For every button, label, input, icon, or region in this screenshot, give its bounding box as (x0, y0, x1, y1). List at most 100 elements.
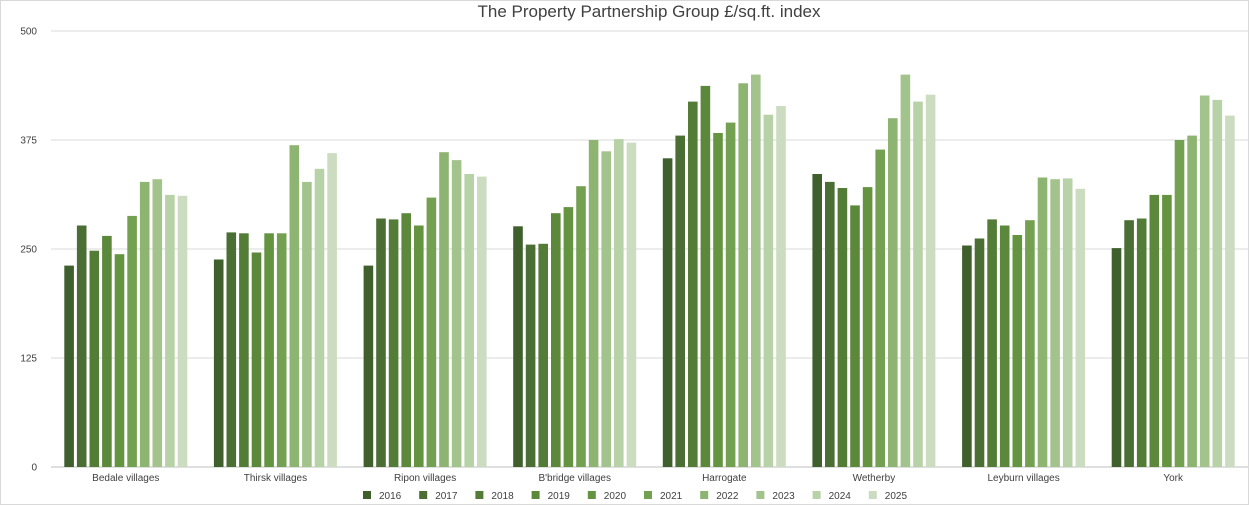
bar-2016 (1111, 248, 1122, 467)
bar-2021 (276, 233, 287, 467)
legend-label: 2019 (548, 491, 571, 502)
bar-2025 (626, 142, 637, 467)
bar-2024 (1212, 99, 1223, 468)
bar-2020 (713, 133, 723, 467)
legend-swatch-2021 (644, 491, 652, 499)
bar-2025 (477, 176, 487, 467)
legend-label: 2020 (604, 491, 627, 502)
bar-2020 (563, 207, 574, 467)
bar-2024 (913, 101, 923, 467)
bar-2021 (875, 149, 885, 467)
bar-2020 (1012, 235, 1023, 467)
bar-2022 (888, 118, 898, 467)
bar-2019 (401, 213, 411, 467)
bar-2024 (464, 174, 474, 467)
legend-label: 2022 (716, 491, 739, 502)
bar-2022 (738, 83, 748, 468)
bar-2016 (513, 226, 523, 467)
bar-2018 (388, 219, 399, 467)
bar-2016 (363, 265, 374, 467)
bar-2021 (725, 122, 736, 467)
y-tick-label: 0 (31, 463, 37, 474)
bar-2016 (662, 158, 673, 468)
bar-2022 (439, 152, 449, 467)
bar-2017 (525, 244, 536, 467)
category-label: Bedale villages (92, 473, 159, 484)
bar-2016 (812, 174, 822, 467)
bar-2020 (414, 225, 424, 467)
x-axis: Bedale villages Thirsk villages Ripon vill… (92, 473, 1184, 484)
bar-2017 (226, 232, 237, 467)
bar-2024 (314, 168, 325, 468)
bar-2025 (1225, 115, 1235, 467)
bar-2017 (974, 238, 985, 467)
bar-2019 (251, 252, 262, 467)
bar-2016 (64, 265, 74, 467)
y-tick-label: 375 (20, 136, 37, 147)
bar-2020 (1162, 194, 1172, 467)
bar-2025 (1075, 188, 1086, 468)
bar-2022 (588, 140, 599, 467)
legend-swatch-2024 (812, 491, 821, 499)
y-axis: 0 125 250 375 500 (20, 27, 37, 474)
bar-2018 (688, 101, 698, 467)
legend-swatch-2019 (531, 491, 540, 499)
bar-2019 (102, 235, 112, 467)
bar-2024 (165, 194, 175, 467)
legend: 2016 2017 2018 2019 2020 2021 2022 2023 2024 2025 (363, 491, 907, 502)
legend-label: 2023 (772, 491, 795, 502)
bar-2016 (962, 245, 972, 467)
bar-2019 (700, 85, 711, 468)
bar-2019 (551, 213, 561, 467)
bar-2025 (327, 153, 337, 467)
legend-swatch-2017 (419, 491, 428, 499)
category-label: B'bridge villages (538, 473, 611, 484)
legend-swatch-2018 (475, 491, 484, 499)
bar-2024 (614, 139, 624, 467)
category-label: York (1163, 473, 1184, 484)
bar-2021 (1174, 140, 1185, 467)
bar-2022 (139, 181, 150, 467)
legend-label: 2017 (435, 491, 458, 502)
y-tick-label: 500 (20, 27, 37, 38)
bar-2021 (1025, 220, 1035, 467)
category-label: Wetherby (853, 473, 896, 484)
bar-2023 (451, 160, 462, 467)
chart-title: The Property Partnership Group £/sq.ft. … (477, 2, 821, 21)
bar-2023 (1050, 179, 1060, 467)
bar-2018 (837, 188, 848, 467)
bar-2016 (213, 259, 224, 467)
bar-2018 (538, 243, 548, 467)
bar-2023 (601, 151, 611, 468)
bar-2024 (1062, 178, 1073, 467)
category-label: Ripon villages (394, 473, 456, 484)
bar-2023 (751, 74, 761, 467)
bar-2025 (177, 195, 188, 468)
y-tick-label: 250 (20, 245, 37, 256)
legend-label: 2025 (885, 491, 908, 502)
bar-2017 (376, 218, 386, 467)
bar-2022 (1037, 177, 1048, 467)
category-label: Thirsk villages (244, 473, 307, 484)
legend-swatch-2022 (700, 491, 709, 499)
bar-2025 (925, 94, 936, 467)
bar-2018 (987, 219, 997, 467)
bar-2021 (576, 186, 586, 467)
bars (64, 74, 1235, 468)
bar-2022 (1187, 135, 1197, 467)
category-label: Leyburn villages (987, 473, 1059, 484)
bar-2023 (302, 181, 312, 467)
legend-swatch-2023 (756, 491, 765, 499)
bar-2018 (89, 250, 100, 467)
bar-2023 (900, 74, 911, 467)
y-tick-label: 125 (20, 354, 37, 365)
bar-2020 (862, 187, 873, 467)
legend-swatch-2025 (868, 491, 877, 499)
bar-2020 (264, 233, 274, 467)
bar-2017 (825, 181, 835, 467)
bar-2017 (76, 225, 87, 467)
bar-2021 (127, 215, 137, 467)
bar-2019 (850, 205, 860, 467)
legend-label: 2018 (491, 491, 514, 502)
